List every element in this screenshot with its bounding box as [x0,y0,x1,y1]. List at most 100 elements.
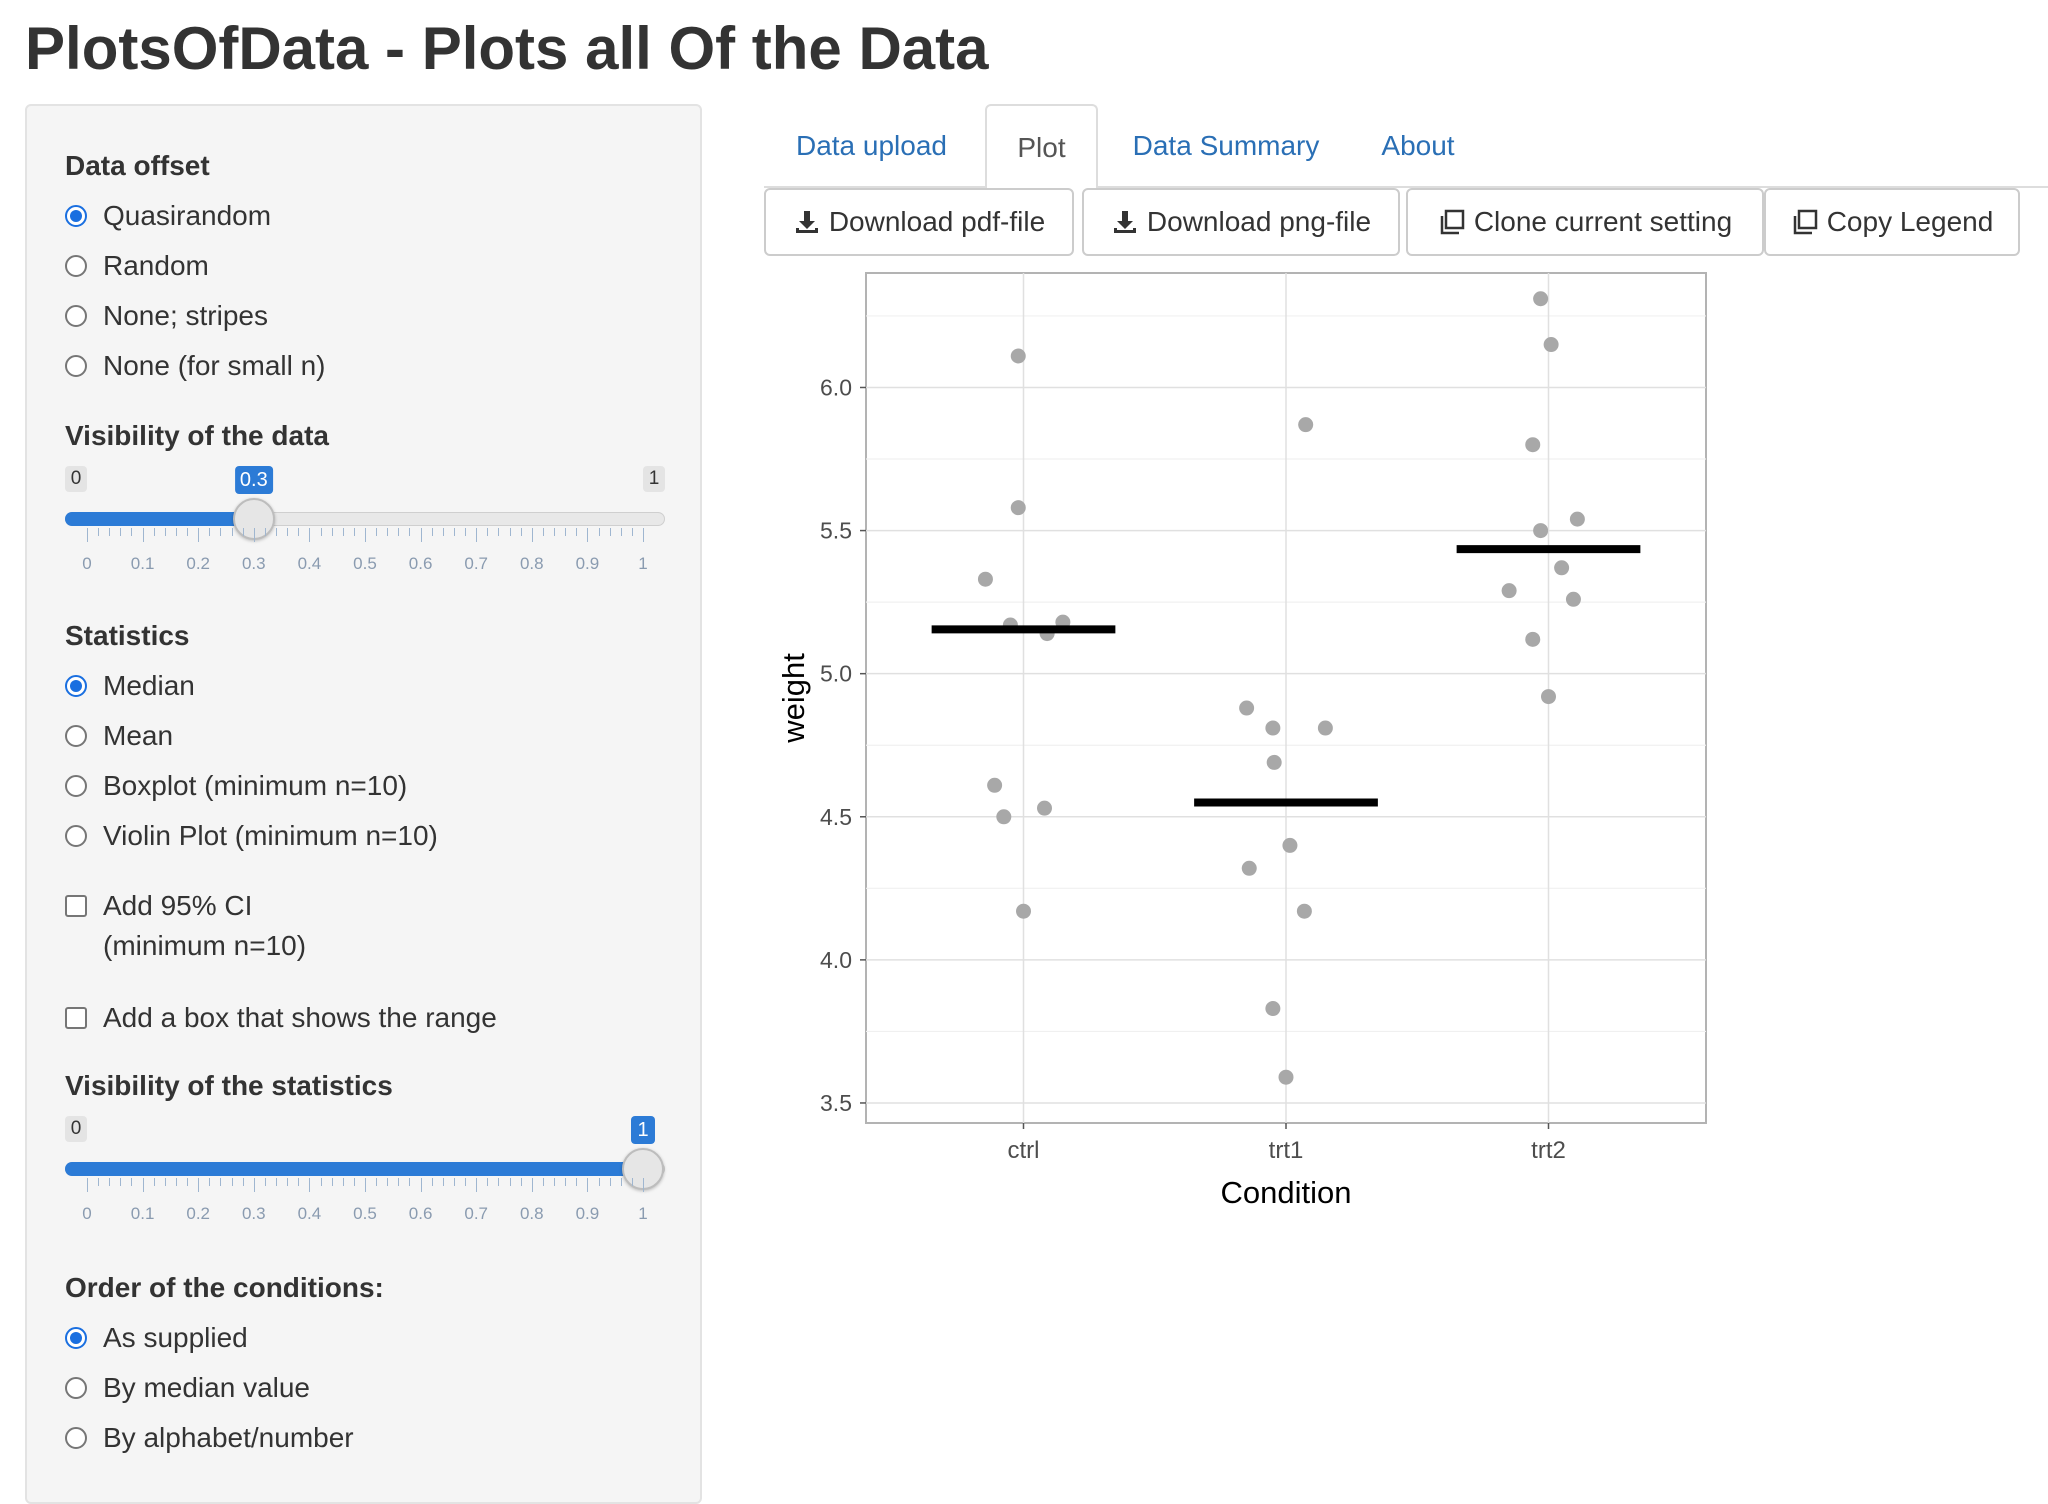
slider-tick [387,528,389,536]
page-title: PlotsOfData - Plots all Of the Data [25,15,989,82]
slider-handle[interactable] [232,498,275,540]
slider-tick [598,1178,600,1186]
data-point [1265,1001,1281,1017]
radio-button[interactable] [65,825,87,847]
download-pdf-button[interactable]: Download pdf-file [764,188,1074,256]
visibility-data-slider[interactable]: 0 1 0.3 0 0.1 0.2 0.3 0.4 0.5 0.6 0.7 0.8 0.9 1 [65,466,665,596]
data-point [977,571,993,587]
slider-tick-label: 0.1 [130,554,155,573]
radio-boxplot[interactable]: Boxplot (minimum n=10) [65,768,407,804]
data-point [1010,348,1026,364]
button-label: Download pdf-file [828,206,1046,237]
slider-tick [353,528,355,536]
data-point [1037,800,1052,816]
y-tick-label: 4.0 [820,947,852,973]
slider-tick [153,528,155,536]
tab-bar: Data upload Plot Data Summary About [764,104,2048,190]
statistics-label: Statistics [65,620,190,651]
radio-button[interactable] [65,1377,87,1399]
radio-mean[interactable]: Mean [65,718,173,754]
radio-violin[interactable]: Violin Plot (minimum n=10) [65,818,438,854]
checkbox-ci[interactable]: Add 95% CI (minimum n=10) [65,886,306,966]
slider-min-label: 0 [65,466,87,492]
checkbox-range-box[interactable]: Add a box that shows the range [65,1000,497,1036]
radio-button[interactable] [65,355,87,377]
radio-none-small-n[interactable]: None (for small n) [65,348,326,384]
tab-plot[interactable]: Plot [985,104,1098,190]
slider-tick-label: 0.5 [353,1204,377,1223]
slider-tick [309,528,311,542]
slider-tick [242,1178,244,1186]
radio-random[interactable]: Random [65,248,209,284]
tab-about[interactable]: About [1381,130,1455,161]
radio-button[interactable] [65,725,87,747]
slider-max-label: 1 [643,466,665,492]
slider-tick-label: 0.3 [241,1204,266,1223]
slider-tick [376,1178,378,1186]
slider-tick [209,528,211,536]
checkbox[interactable] [65,1007,87,1029]
slider-tick [587,528,589,542]
data-point [1278,1069,1294,1085]
clone-setting-button[interactable]: Clone current setting [1406,188,1764,256]
radio-by-median[interactable]: By median value [65,1370,310,1406]
slider-tick [298,1178,300,1186]
slider-tick [542,528,544,536]
slider-tick [554,1178,556,1186]
data-point [1541,689,1556,705]
data-point [1282,837,1298,853]
radio-button[interactable] [65,305,87,327]
visibility-stats-label: Visibility of the statistics [65,1070,393,1101]
radio-button[interactable] [65,1327,87,1349]
slider-tick [509,1178,511,1186]
slider-tick [453,528,455,536]
y-tick-label: 5.5 [820,518,852,544]
slider-tick-label: 0.1 [130,1204,155,1223]
ci-label-line2: (minimum n=10) [103,930,307,961]
radio-button[interactable] [65,1427,87,1449]
slider-tick [465,528,467,536]
slider-tick [231,1178,233,1186]
radio-quasirandom[interactable]: Quasirandom [65,198,271,234]
radio-by-alphabet[interactable]: By alphabet/number [65,1420,354,1456]
slider-tick [643,1178,644,1192]
slider-tick [142,528,144,542]
slider-tick [453,1178,455,1186]
radio-button[interactable] [65,675,87,697]
data-point [1554,560,1570,576]
download-png-button[interactable]: Download png-file [1082,188,1400,256]
slider-tick [542,1178,544,1186]
x-tick-label: trt2 [1531,1137,1566,1164]
slider-tick [554,528,556,536]
slider-tick [87,528,88,542]
slider-tick [187,528,189,536]
tab-data-upload[interactable]: Data upload [795,130,947,161]
visibility-stats-slider[interactable]: 0 1 0 0.1 0.2 0.3 0.4 0.5 0.6 0.7 0.8 0.9 1 [65,1116,665,1246]
radio-button[interactable] [65,255,87,277]
radio-button[interactable] [65,775,87,797]
radio-none-stripes[interactable]: None; stripes [65,298,268,334]
slider-tick [320,528,322,536]
slider-tick [198,1178,200,1192]
slider-tick [476,528,478,542]
slider-tick [253,528,255,542]
slider-tick [398,528,400,536]
copy-legend-button[interactable]: Copy Legend [1764,188,2020,256]
radio-label: Boxplot (minimum n=10) [103,770,408,801]
slider-tick-label: 0.5 [353,554,377,573]
radio-median[interactable]: Median [65,668,195,704]
slider-tick [220,528,222,536]
slider-tick-label: 0 [82,554,92,573]
checkbox[interactable] [65,895,87,917]
slider-tick [476,1178,478,1192]
radio-as-supplied[interactable]: As supplied [65,1320,248,1356]
radio-label: Quasirandom [103,200,272,231]
radio-button[interactable] [65,205,87,227]
slider-tick [365,528,366,542]
slider-tick [387,1178,389,1186]
slider-tick [287,528,289,536]
tab-data-summary[interactable]: Data Summary [1132,130,1320,161]
slider-tick [442,1178,444,1186]
data-points [977,291,1585,1085]
slider-tick [287,1178,289,1186]
